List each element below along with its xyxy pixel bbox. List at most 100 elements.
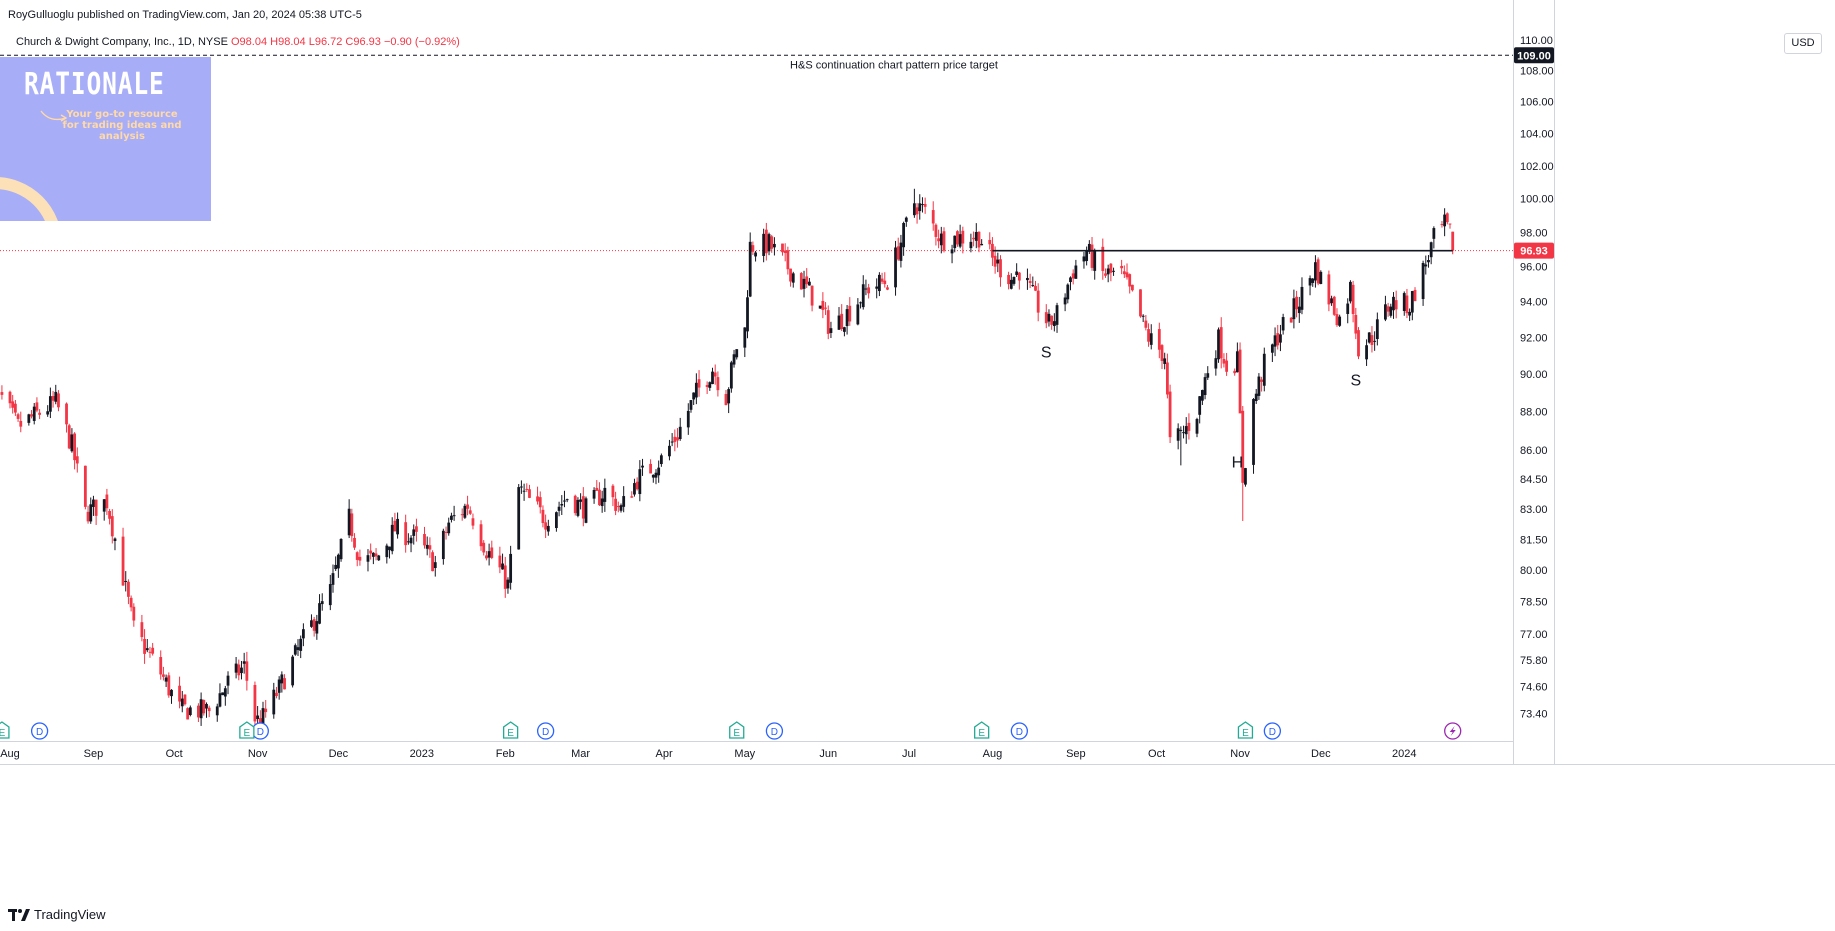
candle-body (1260, 379, 1263, 382)
candle-body (1367, 332, 1371, 343)
candle-body (57, 393, 60, 408)
currency-selector[interactable]: USD (1784, 33, 1822, 54)
candle-body (902, 223, 906, 248)
candle-body (1408, 311, 1412, 316)
candle-body (576, 499, 580, 516)
candle-body (1257, 376, 1261, 396)
candle-body (54, 391, 58, 402)
candle-body (264, 708, 268, 713)
candle-body (630, 496, 634, 498)
candle-body (689, 400, 693, 410)
candle-body (108, 510, 111, 519)
candle-body (433, 562, 437, 569)
candle-body (452, 515, 456, 517)
candle-body (770, 236, 774, 249)
earnings-marker[interactable] (502, 721, 519, 739)
candle-body (622, 496, 626, 507)
candle-body (148, 651, 152, 653)
candle-body (1047, 313, 1051, 322)
x-tick-label: Aug (983, 748, 1003, 760)
dividend-marker[interactable] (765, 722, 784, 740)
y-tick-label: 83.00 (1520, 504, 1548, 516)
logo-title: RATIONALE (24, 67, 165, 102)
earnings-marker[interactable] (974, 721, 990, 739)
candle-body (331, 573, 335, 585)
earnings-marker[interactable] (729, 721, 745, 739)
candle-body (1332, 296, 1336, 315)
x-tick-label: Dec (1311, 748, 1331, 760)
dividend-marker-letter: D (36, 727, 43, 738)
candle-body (369, 550, 373, 554)
y-tick-label: 100.00 (1520, 194, 1554, 206)
candle-body (942, 231, 946, 251)
candle-body (124, 580, 128, 582)
candle-body (565, 499, 569, 501)
target-line-text: H&S continuation chart pattern price tar… (790, 59, 998, 71)
y-tick-label: 77.00 (1520, 629, 1548, 641)
earnings-marker[interactable] (1237, 721, 1254, 739)
y-tick-label: 96.00 (1520, 262, 1548, 274)
candle-body (1149, 333, 1153, 345)
candle-body (1429, 242, 1433, 258)
candle-body (503, 565, 507, 589)
earnings-marker-letter: E (1242, 728, 1249, 739)
candle-body (912, 203, 916, 216)
candle-body (581, 496, 585, 519)
x-tick-label: 2024 (1392, 748, 1416, 760)
candle-body (73, 433, 76, 461)
x-tick-label: Nov (1230, 748, 1250, 760)
pattern-label: H (1232, 454, 1244, 471)
candle-body (409, 537, 413, 544)
candle-body (293, 645, 297, 655)
candle-body (1130, 284, 1134, 291)
candle-body (27, 414, 31, 423)
candle-body (0, 392, 4, 395)
candle-body (1238, 349, 1242, 414)
candle-body (743, 327, 747, 348)
candle-body (1168, 391, 1172, 438)
candle-body (676, 437, 679, 441)
dividend-marker[interactable] (30, 722, 49, 740)
candle-body (668, 445, 671, 457)
x-tick-label: Jul (902, 748, 916, 760)
candle-body (867, 287, 871, 294)
candle-body (842, 327, 846, 332)
candle-body (764, 229, 768, 254)
candle-body (487, 551, 491, 558)
candle-body (366, 555, 370, 562)
candle-body (1235, 351, 1239, 373)
candle-body (218, 693, 222, 707)
candle-body (724, 393, 728, 405)
symbol-name[interactable]: Church & Dwight Company, Inc., 1D, NYSE (16, 36, 228, 48)
candle-body (164, 677, 168, 682)
x-tick-label: Jun (819, 748, 837, 760)
candle-body (447, 522, 451, 534)
candle-body (223, 688, 227, 697)
candle-body (1187, 422, 1191, 431)
candle-body (89, 504, 93, 522)
earnings-marker[interactable] (0, 721, 10, 739)
candle-body (1017, 272, 1021, 281)
candle-body (70, 434, 74, 452)
dividend-marker[interactable] (536, 722, 555, 740)
candle-body (1389, 306, 1393, 316)
dividend-marker[interactable] (1010, 722, 1029, 740)
candle-body (598, 489, 601, 506)
earnings-marker[interactable] (239, 721, 255, 739)
candle-body (554, 512, 558, 529)
candle-body (350, 513, 354, 537)
candle-body (1050, 315, 1054, 325)
dividend-marker-letter: D (257, 727, 264, 738)
candle-body (406, 541, 410, 543)
candle-body (51, 396, 55, 401)
x-tick-label: Sep (1066, 748, 1086, 760)
logo-circle-shape (0, 177, 62, 221)
candle-body (1026, 277, 1029, 281)
dividend-marker[interactable] (1263, 722, 1282, 740)
candle-body (1163, 358, 1167, 364)
candle-body (234, 663, 238, 673)
tradingview-brand[interactable]: TradingView (8, 907, 106, 922)
candle-body (1217, 329, 1220, 360)
candle-body (1405, 295, 1409, 314)
